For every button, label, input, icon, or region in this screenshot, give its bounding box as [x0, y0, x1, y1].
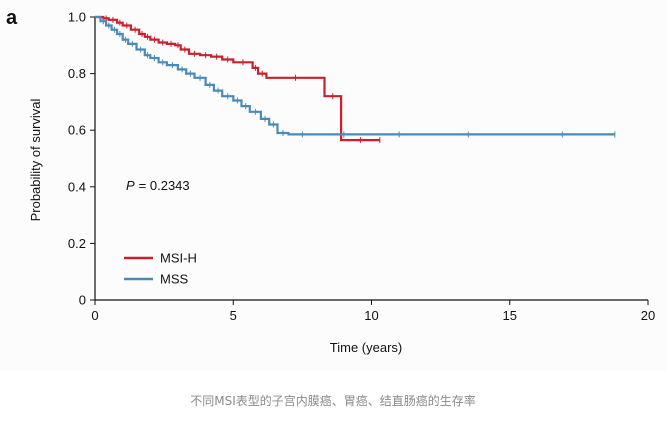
x-tick-label: 20: [641, 308, 655, 323]
legend: MSI-H MSS: [124, 251, 197, 287]
figure-panel: a 0 0.2 0.4 0.6 0.8 1.0 0 5 10 15 20 P = 0.2343 MSI…: [6, 7, 656, 355]
y-tick-label: 0.8: [68, 66, 86, 81]
axes: 0 0.2 0.4 0.6 0.8 1.0 0 5 10 15 20: [68, 10, 655, 324]
x-tick-label: 15: [503, 308, 517, 323]
y-axis-title: Probability of survival: [28, 98, 43, 221]
survival-curve-mss: [95, 15, 615, 136]
x-tick-label: 5: [230, 308, 237, 323]
y-tick-label: 0.2: [68, 236, 86, 251]
panel-label: a: [6, 7, 18, 29]
y-tick-label: 1.0: [68, 10, 86, 25]
x-tick-label: 0: [91, 308, 98, 323]
survival-chart: a 0 0.2 0.4 0.6 0.8 1.0 0 5 10 15 20 P = 0.2343 MSI…: [6, 7, 655, 355]
censor-marks-mss: [102, 18, 616, 138]
series-layer: [95, 15, 616, 144]
legend-label-msi-h: MSI-H: [160, 251, 197, 266]
figure-caption: 不同MSI表型的子宫内膜癌、胃癌、结直肠癌的生存率: [190, 394, 476, 408]
survival-curve-msi-h: [95, 15, 380, 142]
p-value-symbol: P: [126, 178, 135, 193]
x-tick-label: 10: [364, 308, 378, 323]
y-tick-label: 0.4: [68, 179, 86, 194]
x-axis-title: Time (years): [330, 340, 402, 355]
p-value-text: = 0.2343: [139, 178, 190, 193]
p-value-annotation: P = 0.2343: [126, 178, 190, 193]
y-tick-label: 0: [79, 293, 86, 308]
y-tick-label: 0.6: [68, 123, 86, 138]
censor-marks-msi-h: [105, 15, 381, 144]
legend-label-mss: MSS: [160, 272, 189, 287]
